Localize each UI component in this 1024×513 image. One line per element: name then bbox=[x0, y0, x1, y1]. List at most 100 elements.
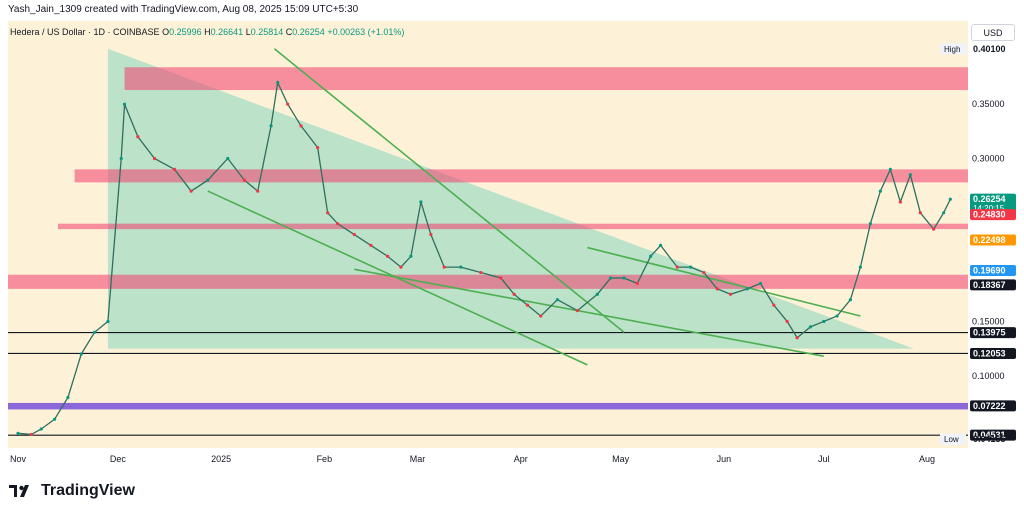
trendline-0 bbox=[273, 48, 625, 333]
price-point bbox=[286, 102, 290, 106]
price-label-box bbox=[970, 327, 1016, 339]
price-point bbox=[555, 298, 560, 302]
x-tick-label: 2025 bbox=[211, 454, 231, 464]
price-label-box bbox=[970, 209, 1016, 221]
x-tick-label: Dec bbox=[110, 454, 127, 464]
price-point bbox=[409, 254, 413, 258]
price-point bbox=[942, 211, 946, 215]
close-label: C bbox=[285, 27, 293, 37]
price-point bbox=[688, 265, 693, 269]
price-point bbox=[106, 319, 110, 324]
price-point bbox=[635, 281, 639, 286]
price-label: 0.24830 bbox=[970, 209, 1016, 221]
tradingview-icon bbox=[9, 485, 29, 497]
price-point bbox=[659, 243, 663, 247]
price-point bbox=[242, 178, 247, 182]
price-point bbox=[758, 281, 763, 286]
price-label: 0.12053 bbox=[970, 347, 1016, 359]
price-point bbox=[932, 227, 936, 231]
zone-pink-0 bbox=[124, 67, 969, 91]
price-point bbox=[898, 200, 902, 204]
low-label: L bbox=[245, 27, 251, 37]
price-label: 0.40100 High bbox=[940, 43, 1006, 55]
price-point bbox=[908, 173, 912, 177]
price-point bbox=[369, 243, 373, 247]
price-point bbox=[499, 276, 503, 280]
price-label-text: 0.22498 bbox=[973, 235, 1006, 245]
price-point bbox=[595, 292, 599, 296]
price-point bbox=[868, 222, 872, 226]
price-label-box bbox=[970, 279, 1016, 291]
price-label: 0.07222 bbox=[970, 400, 1016, 412]
price-point bbox=[539, 314, 543, 318]
price-point bbox=[79, 352, 83, 356]
x-tick-label: May bbox=[612, 454, 630, 464]
price-point bbox=[399, 265, 403, 269]
price-point bbox=[785, 319, 789, 324]
price-label-text: 0.12053 bbox=[973, 348, 1006, 358]
price-point bbox=[888, 167, 892, 171]
high-value: 0.26641 bbox=[210, 27, 244, 37]
price-point bbox=[53, 417, 57, 421]
price-point bbox=[29, 432, 33, 437]
currency-button[interactable]: USD bbox=[971, 24, 1015, 41]
price-caption-box bbox=[940, 433, 966, 445]
x-tick-label: Aug bbox=[919, 454, 935, 464]
symbol-name: Hedera / US Dollar · 1D · COINBASE bbox=[10, 27, 160, 37]
x-tick-label: Mar bbox=[410, 454, 426, 464]
price-point bbox=[119, 156, 123, 161]
y-tick-label: 0.35000 bbox=[972, 99, 1005, 109]
price-point bbox=[649, 254, 653, 258]
price-point bbox=[525, 303, 530, 307]
price-point bbox=[352, 232, 356, 237]
price-point bbox=[609, 276, 613, 280]
price-point bbox=[256, 189, 260, 193]
zone-pink-3 bbox=[8, 274, 968, 289]
chart-credit: Yash_Jain_1309 created with TradingView.… bbox=[8, 4, 359, 15]
price-label: 0.13975 bbox=[970, 327, 1016, 339]
price-point bbox=[429, 232, 433, 237]
price-point bbox=[772, 303, 776, 307]
x-tick-label: Jul bbox=[818, 454, 830, 464]
price-label-box bbox=[970, 234, 1016, 246]
price-label-text: 0.40100 bbox=[973, 44, 1006, 54]
high-label: H bbox=[204, 27, 211, 37]
price-point bbox=[702, 270, 706, 275]
x-tick-label: Nov bbox=[10, 454, 27, 464]
price-point bbox=[226, 156, 230, 161]
price-point bbox=[326, 211, 330, 215]
price-point bbox=[835, 314, 839, 318]
price-point bbox=[715, 287, 719, 291]
price-label-subtext: 14:20:15 bbox=[973, 204, 1005, 213]
price-point bbox=[459, 265, 463, 269]
price-label-text: 0.18367 bbox=[973, 280, 1006, 290]
symbol-header: Hedera / US Dollar · 1D · COINBASE O0.25… bbox=[10, 27, 404, 37]
trendline-2 bbox=[587, 246, 861, 317]
price-caption: High bbox=[944, 45, 960, 54]
price-point bbox=[189, 189, 193, 193]
price-point bbox=[385, 254, 390, 258]
price-point bbox=[136, 135, 140, 139]
price-point bbox=[152, 156, 157, 161]
price-label: 0.04531 bbox=[970, 429, 1016, 441]
price-point bbox=[172, 167, 177, 171]
price-point bbox=[808, 325, 813, 329]
price-label-text: 0.04531 bbox=[973, 430, 1006, 440]
open-label: O bbox=[162, 27, 170, 37]
price-point bbox=[918, 211, 922, 215]
brand-name: TradingView bbox=[41, 482, 135, 499]
price-point bbox=[39, 427, 43, 431]
x-tick-label: Feb bbox=[317, 454, 333, 464]
y-axis: 0.35000 0.30000 0.15000 0.10000 bbox=[972, 99, 1005, 381]
tradingview-logo[interactable]: TradingView bbox=[9, 482, 135, 500]
price-point bbox=[622, 276, 626, 280]
price-point bbox=[479, 270, 483, 275]
price-point bbox=[419, 200, 423, 204]
price-label-text: 0.19690 bbox=[973, 265, 1006, 275]
price-label: 0.22498 bbox=[970, 234, 1016, 246]
price-label-text: 0.04155 bbox=[973, 434, 1006, 444]
price-point bbox=[728, 292, 733, 296]
triangle-pattern bbox=[107, 48, 914, 349]
